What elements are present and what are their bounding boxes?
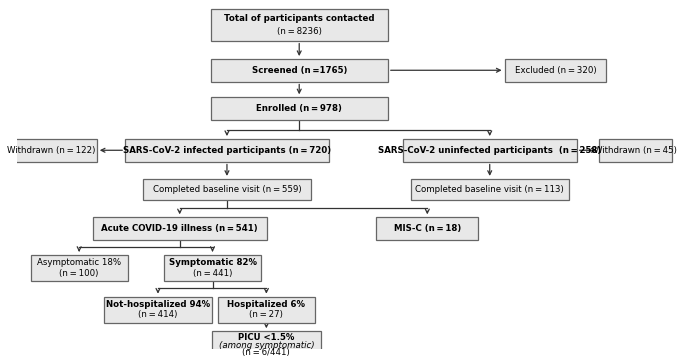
- Text: SARS-CoV-2 infected participants (n = 720): SARS-CoV-2 infected participants (n = 72…: [123, 146, 331, 155]
- Text: PICU <1.5%: PICU <1.5%: [238, 333, 295, 342]
- Text: Symptomatic 82%: Symptomatic 82%: [169, 258, 256, 267]
- FancyBboxPatch shape: [143, 179, 311, 200]
- FancyBboxPatch shape: [505, 59, 606, 81]
- Text: (n = 27): (n = 27): [249, 311, 284, 320]
- Text: Asymptomatic 18%: Asymptomatic 18%: [37, 258, 121, 267]
- FancyBboxPatch shape: [599, 139, 672, 162]
- FancyBboxPatch shape: [31, 255, 128, 281]
- Text: Total of participants contacted: Total of participants contacted: [224, 14, 375, 23]
- Text: Hospitalized 6%: Hospitalized 6%: [227, 300, 306, 309]
- Text: Excluded (n = 320): Excluded (n = 320): [514, 66, 596, 75]
- FancyBboxPatch shape: [218, 297, 315, 323]
- FancyBboxPatch shape: [212, 331, 321, 357]
- Text: SARS-CoV-2 uninfected participants  (n = 258): SARS-CoV-2 uninfected participants (n = …: [378, 146, 601, 155]
- Text: MIS-C (n = 18): MIS-C (n = 18): [394, 224, 461, 233]
- Text: (n = 100): (n = 100): [60, 269, 99, 278]
- Text: Acute COVID-19 illness (n = 541): Acute COVID-19 illness (n = 541): [101, 224, 258, 233]
- FancyBboxPatch shape: [210, 9, 388, 41]
- Text: (among symptomatic): (among symptomatic): [219, 341, 314, 350]
- FancyBboxPatch shape: [104, 297, 212, 323]
- FancyBboxPatch shape: [125, 139, 329, 162]
- FancyBboxPatch shape: [403, 139, 577, 162]
- FancyBboxPatch shape: [92, 217, 266, 240]
- Text: (n = 414): (n = 414): [138, 311, 177, 320]
- Text: (n = 8236): (n = 8236): [277, 27, 322, 36]
- Text: (n = 441): (n = 441): [192, 269, 232, 278]
- Text: Withdrawn (n = 122): Withdrawn (n = 122): [8, 146, 96, 155]
- FancyBboxPatch shape: [210, 97, 388, 120]
- Text: (n = 6/441): (n = 6/441): [242, 348, 290, 357]
- FancyBboxPatch shape: [164, 255, 261, 281]
- FancyBboxPatch shape: [376, 217, 478, 240]
- FancyBboxPatch shape: [411, 179, 569, 200]
- Text: Completed baseline visit (n = 559): Completed baseline visit (n = 559): [153, 185, 301, 194]
- FancyBboxPatch shape: [210, 59, 388, 81]
- Text: Not-hospitalized 94%: Not-hospitalized 94%: [106, 300, 210, 309]
- Text: Enrolled (n = 978): Enrolled (n = 978): [256, 104, 342, 113]
- Text: Completed baseline visit (n = 113): Completed baseline visit (n = 113): [415, 185, 564, 194]
- Text: Withdrawn (n = 45): Withdrawn (n = 45): [594, 146, 677, 155]
- FancyBboxPatch shape: [6, 139, 97, 162]
- Text: Screened (n =1765): Screened (n =1765): [251, 66, 347, 75]
